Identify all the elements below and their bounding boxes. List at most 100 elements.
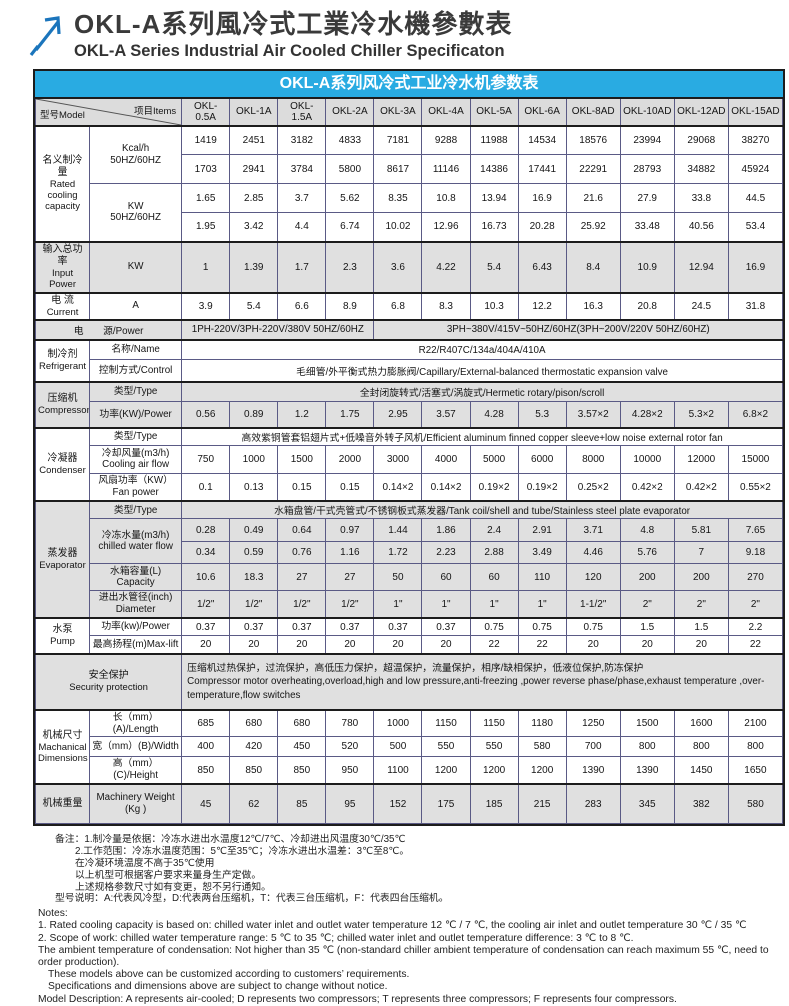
value-cell: 1000	[229, 444, 279, 474]
value-cell: 6000	[517, 444, 567, 474]
value-cell: 1"	[469, 590, 519, 619]
section-label-weight: 机械重量	[34, 782, 91, 825]
value-cell: 6.8×2	[727, 401, 784, 429]
value-cell: 1.2	[277, 401, 327, 429]
value-cell: 3.57	[421, 401, 471, 429]
value-cell: 450	[277, 736, 327, 758]
row-label: 进出水管径(inch) Diameter	[89, 590, 183, 619]
value-cell: 12.96	[421, 212, 471, 243]
value-cell: 0.97	[325, 518, 375, 543]
table-row: 冷凝器 Condenser 类型/Type 高效紫铜管套铝翅片式+低噪音外转子风…	[34, 426, 783, 502]
value-cell: 7181	[373, 124, 423, 156]
value-cell: 0.28	[181, 518, 231, 543]
value-cell: 152	[373, 782, 423, 825]
value-cell: 1450	[673, 756, 729, 785]
value-cell: 0.64	[277, 518, 327, 543]
value-cell: 0.42×2	[619, 472, 675, 502]
value-cell: 40.56	[673, 212, 729, 243]
value-cell: 12000	[673, 444, 729, 474]
value-cell: 0.75	[469, 616, 519, 637]
value-cell: 11988	[469, 124, 519, 156]
value-cell: 680	[229, 708, 279, 738]
value-cell: 20	[673, 635, 729, 655]
value-cell: 20	[619, 635, 675, 655]
value-cell: 175	[421, 782, 471, 825]
value-cell: 1200	[517, 756, 567, 785]
value-cell: 20	[181, 635, 231, 655]
notes-chinese: 备注：1.制冷量是依据：冷冻水进出水温度12℃/7℃、冷却进出风温度30℃/35…	[55, 834, 789, 905]
row-label: 控制方式/Control	[89, 359, 183, 383]
value-cell: 750	[181, 444, 231, 474]
value-cell: 1.7	[277, 240, 327, 294]
value-cell: 22	[469, 635, 519, 655]
value-cell: 2.4	[469, 518, 519, 543]
value-cell: 0.19×2	[517, 472, 567, 502]
table-row: 控制方式/Control 毛细管/外平衡式热力膨胀阀/Capillary/Ext…	[36, 359, 783, 383]
value-cell: 0.59	[229, 541, 279, 565]
value-cell: 2941	[229, 154, 279, 185]
page-title-en: OKL-A Series Industrial Air Cooled Chill…	[74, 41, 505, 60]
value-cell: 4.46	[565, 541, 621, 565]
security-text-zh: 压缩机过热保护，过流保护，高低压力保护，超温保护，流量保护，相序/缺相保护，低液…	[187, 663, 644, 675]
note-line: 以上机型可根据客户要求来量身生产定做。	[75, 869, 262, 881]
section-label-condenser: 冷凝器 Condenser	[34, 426, 91, 502]
value-cell: 0.25×2	[565, 472, 621, 502]
model-column-header: OKL-8AD	[565, 96, 621, 127]
value-cell: 2.95	[373, 401, 423, 429]
value-cell: 4000	[421, 444, 471, 474]
spec-table-grid: 型号Model 项目Items OKL-0.5A OKL-1A OKL-1.5A OK…	[34, 96, 784, 825]
note-line: 上述规格参数尺寸如有变更，恕不另行通知。	[75, 881, 271, 893]
value-cell: 3.6	[373, 240, 423, 294]
table-row: KW 50HZ/60HZ 1.65 2.85 3.7 5.62 8.35 10.8 13.94…	[36, 183, 784, 243]
value-cell: 38270	[727, 124, 784, 156]
value-cell: 700	[565, 736, 621, 758]
value-cell: 4.4	[277, 212, 327, 243]
section-label-dimensions: 机械尺寸 Machanical Dimensions	[34, 708, 91, 785]
value-cell: 5.62	[325, 183, 375, 214]
value-cell: 2.2	[727, 616, 784, 637]
value-cell: 550	[421, 736, 471, 758]
value-cell: 3.42	[229, 212, 279, 243]
value-cell: 1390	[619, 756, 675, 785]
value-cell: 1100	[373, 756, 423, 785]
table-row: 进出水管径(inch) Diameter 1/2" 1/2" 1/2" 1/2" 1" 1"…	[36, 590, 784, 619]
value-cell: 4.22	[421, 240, 471, 294]
security-text: 压缩机过热保护，过流保护，高低压力保护，超温保护，流量保护，相序/缺相保护，低液…	[181, 652, 783, 711]
value-cell: 12.94	[673, 240, 729, 294]
value-cell: 520	[325, 736, 375, 758]
value-cell: 1419	[181, 124, 231, 156]
row-label: KW 50HZ/60HZ	[89, 183, 183, 243]
value-cell: 1703	[181, 154, 231, 185]
value-cell: 1"	[373, 590, 423, 619]
value-cell: 5.76	[619, 541, 675, 565]
value-cell: 420	[229, 736, 279, 758]
value-cell: 5.4	[229, 291, 279, 321]
value-cell: 20	[325, 635, 375, 655]
value-cell: 0.37	[421, 616, 471, 637]
value-cell: 1.95	[181, 212, 231, 243]
value-cell: 0.49	[229, 518, 279, 543]
value-cell: 0.34	[181, 541, 231, 565]
value-cell: 7	[673, 541, 729, 565]
value-cell: 0.56	[181, 401, 231, 429]
value-cell: 10000	[619, 444, 675, 474]
model-column-header: OKL-5A	[469, 96, 519, 127]
value-cell: 1.39	[229, 240, 279, 294]
value-cell: 950	[325, 756, 375, 785]
value-cell: 5000	[469, 444, 519, 474]
value-cell: 1180	[517, 708, 567, 738]
value-cell: 850	[181, 756, 231, 785]
value-cell: 4833	[325, 124, 375, 156]
value-cell: 6.6	[277, 291, 327, 321]
value-cell: 6.74	[325, 212, 375, 243]
value-cell: 1150	[421, 708, 471, 738]
value-cell: 0.13	[229, 472, 279, 502]
value-cell: 3784	[277, 154, 327, 185]
value-cell: 8617	[373, 154, 423, 185]
value-cell: 1.65	[181, 183, 231, 214]
value-cell: 33.48	[619, 212, 675, 243]
value-cell: 185	[469, 782, 519, 825]
model-column-header: OKL-4A	[421, 96, 471, 127]
value-cell: 580	[517, 736, 567, 758]
note-line: 1. Rated cooling capacity is based on: c…	[38, 920, 747, 932]
